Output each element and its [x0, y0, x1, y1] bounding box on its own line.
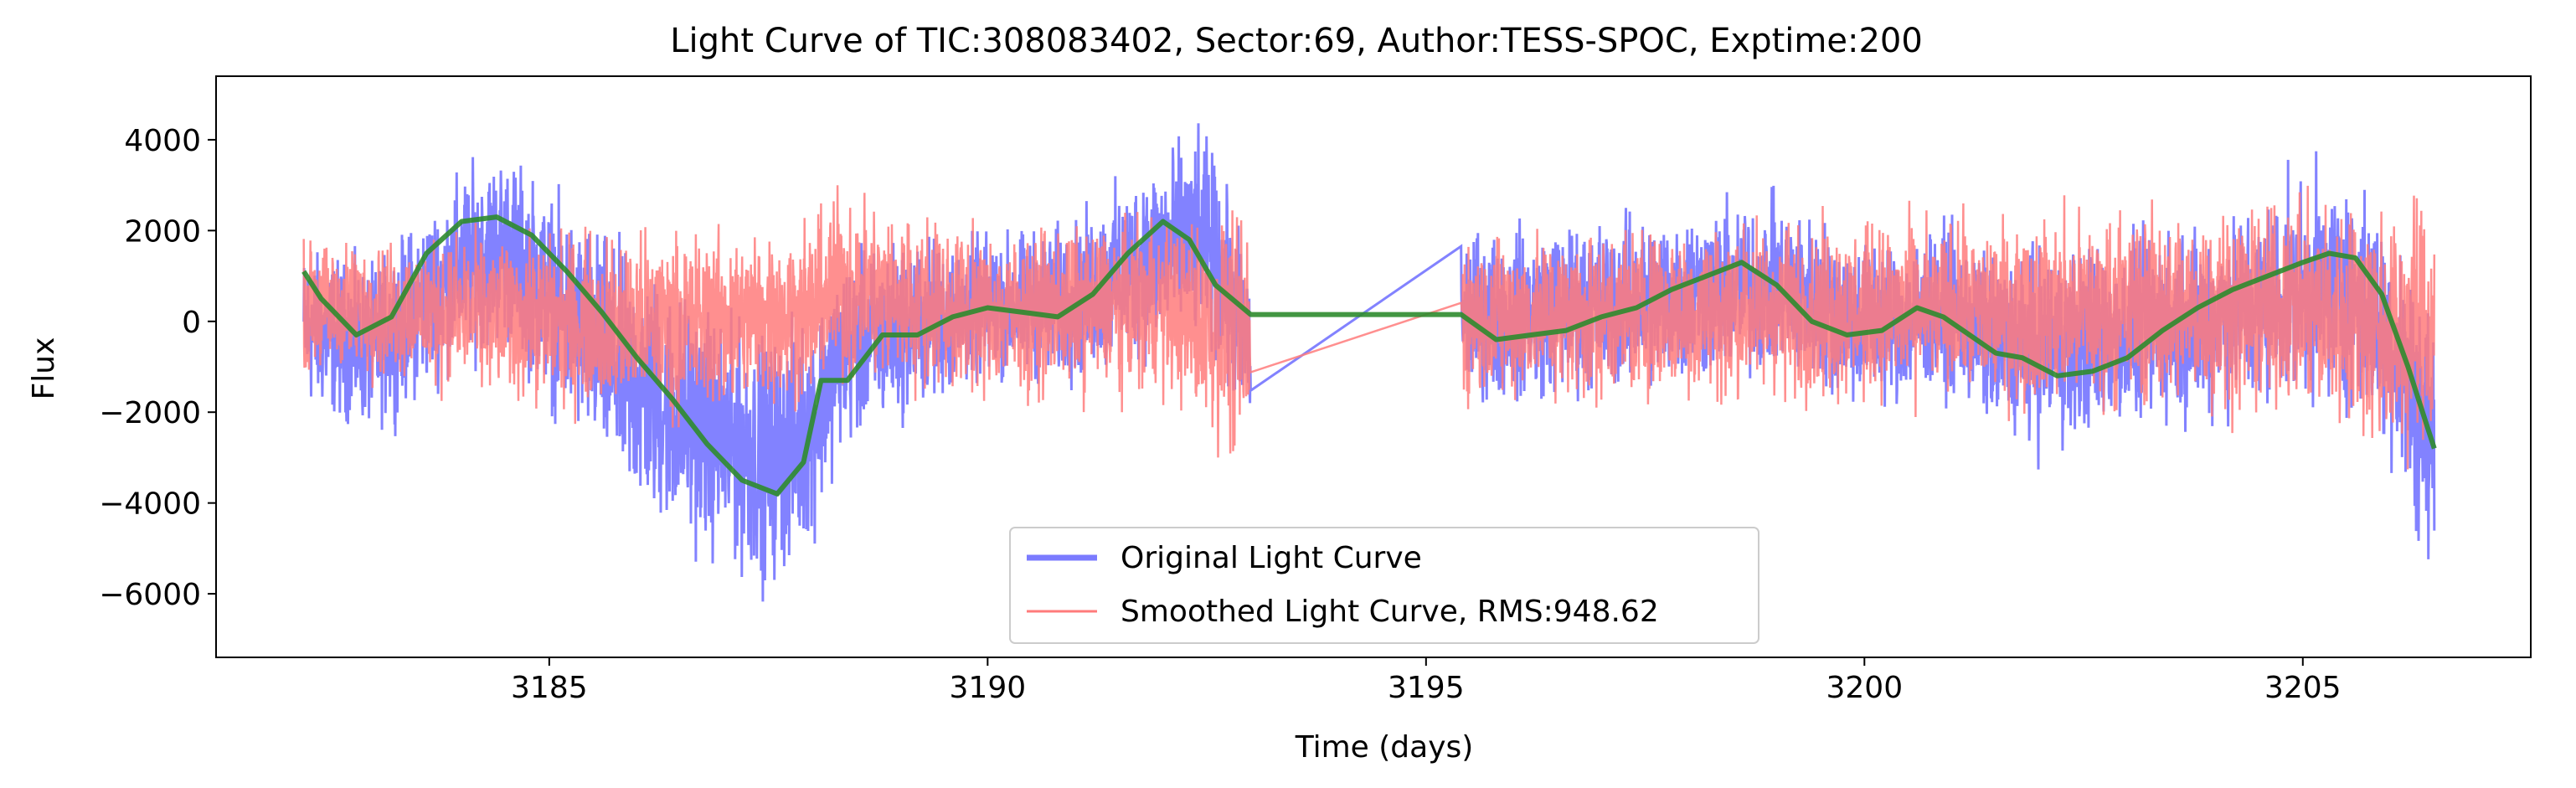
y-axis: −6000 −4000 −2000 0 2000 4000	[99, 124, 216, 612]
plot-area	[301, 123, 2437, 602]
legend: Original Light Curve Smoothed Light Curv…	[1009, 527, 1759, 644]
y-tick-label: −4000	[99, 487, 201, 522]
y-tick-label: 0	[182, 306, 201, 340]
y-tick-label: −2000	[99, 396, 201, 430]
y-tick-label: 4000	[124, 124, 201, 158]
y-tick-label: −6000	[99, 578, 201, 612]
x-tick-label: 3185	[511, 671, 588, 705]
chart-title: Light Curve of TIC:308083402, Sector:69,…	[670, 22, 1923, 60]
legend-label-smoothed: Smoothed Light Curve, RMS:948.62	[1121, 595, 1659, 629]
x-tick-label: 3190	[950, 671, 1027, 705]
y-tick-label: 2000	[124, 214, 201, 249]
x-tick-label: 3205	[2264, 671, 2342, 705]
x-tick-label: 3195	[1388, 671, 1465, 705]
series-trend-line	[301, 214, 2437, 497]
legend-box	[1009, 527, 1759, 644]
y-axis-label: Flux	[27, 337, 61, 400]
plot-frame	[215, 75, 2532, 658]
series-layer	[301, 123, 2437, 602]
x-axis: 3185 3190 3195 3200 3205	[511, 657, 2342, 705]
legend-label-original: Original Light Curve	[1121, 541, 1422, 575]
x-tick-label: 3200	[1826, 671, 1903, 705]
x-axis-label: Time (days)	[1295, 730, 1474, 765]
